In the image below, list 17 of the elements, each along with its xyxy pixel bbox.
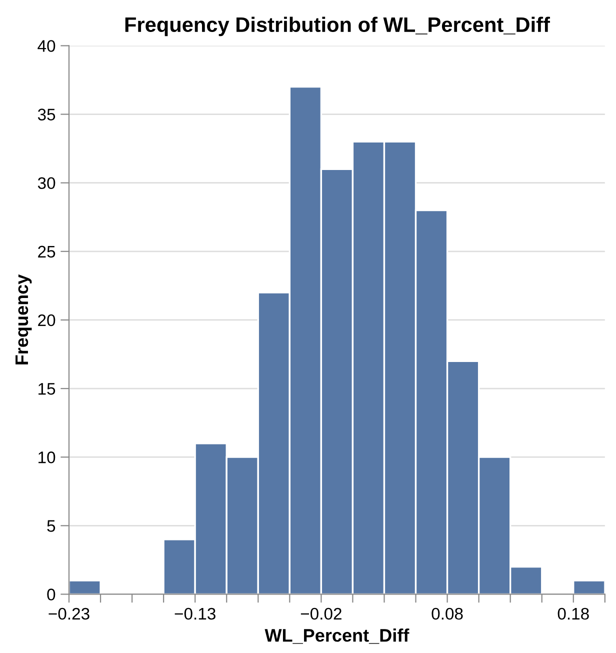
x-tick-label: −0.13 (174, 608, 216, 620)
x-tick-label: −0.02 (300, 608, 342, 620)
y-tick-label: 35 (38, 108, 56, 120)
x-tick-label: −0.23 (48, 608, 90, 620)
chart-title: Frequency Distribution of WL_Percent_Diff (125, 16, 550, 36)
y-tick-label: 5 (47, 520, 56, 532)
y-tick-label: 0 (47, 588, 56, 600)
x-tick-label: 0.18 (558, 608, 589, 620)
y-tick-label: 15 (38, 383, 56, 395)
y-tick-label: 10 (38, 452, 56, 464)
y-tick-label: 20 (38, 314, 56, 326)
y-tick-label: 30 (38, 177, 56, 190)
x-axis-title: WL_Percent_Diff (264, 628, 410, 644)
x-tick-label: 0.08 (432, 608, 463, 620)
y-tick-label: 40 (38, 40, 56, 52)
y-tick-label: 25 (38, 246, 56, 258)
y-axis-title: Frequency (16, 274, 32, 364)
